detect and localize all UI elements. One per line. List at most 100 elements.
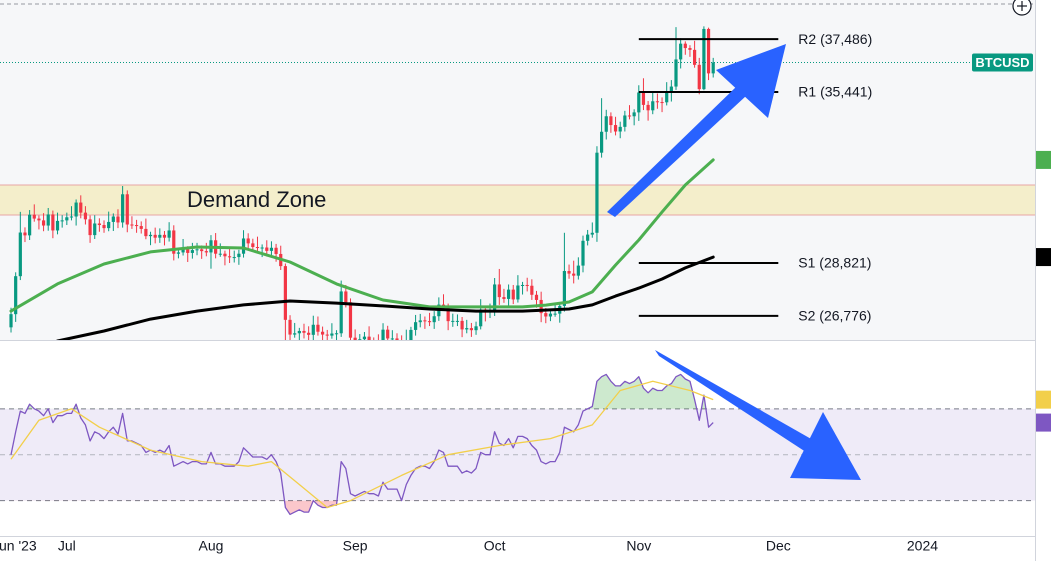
candle-body <box>613 125 618 132</box>
candle-body <box>32 214 36 219</box>
arrow-down-shaft <box>655 350 820 456</box>
candle-body <box>386 329 390 339</box>
price-tag <box>1036 150 1051 169</box>
candle-body <box>223 253 227 257</box>
candle-body <box>553 313 557 315</box>
candle-body <box>218 253 222 255</box>
candle-body <box>595 152 599 233</box>
candle-body <box>544 313 548 317</box>
candle-body <box>134 225 139 227</box>
candle-body <box>316 324 320 332</box>
arrow-up-shaft <box>607 86 746 217</box>
candle-body <box>465 328 469 330</box>
candle-body <box>139 226 143 229</box>
candle-body <box>330 333 334 336</box>
x-tick-label: Dec <box>766 538 791 554</box>
candle-body <box>506 289 511 299</box>
candle-body <box>246 238 250 244</box>
candle-body <box>269 247 274 251</box>
level-label: R2 (37,486) <box>798 31 872 47</box>
candle-body <box>111 216 115 222</box>
moving-average <box>9 158 715 313</box>
candle-body <box>274 247 278 254</box>
candle-body <box>325 334 329 336</box>
candle-body <box>581 240 585 266</box>
candle-body <box>320 331 325 335</box>
candle-body <box>469 328 473 331</box>
candle-body <box>609 116 613 126</box>
level-label: R1 (35,441) <box>798 84 872 100</box>
candle-body <box>283 266 287 320</box>
candle-body <box>130 224 134 226</box>
candle-body <box>460 320 464 330</box>
candle-body <box>176 252 181 254</box>
candle-body <box>702 28 706 90</box>
candle-body <box>567 271 571 274</box>
candle-body <box>167 230 171 238</box>
price-axis <box>1035 0 1051 537</box>
candle-body <box>455 320 460 322</box>
candle-body <box>520 284 525 286</box>
candle-body <box>55 220 60 231</box>
candle-body <box>158 234 162 238</box>
candle-body <box>348 302 353 338</box>
candle-body <box>23 232 27 236</box>
candle-body <box>497 284 501 298</box>
candle-body <box>358 339 362 340</box>
candle-body <box>144 228 148 237</box>
candle-body <box>572 273 576 276</box>
candle-body <box>41 220 46 226</box>
candle-body <box>74 202 78 217</box>
candle-body <box>181 249 185 253</box>
candle-body <box>311 324 315 335</box>
x-tick-label: Aug <box>199 538 224 554</box>
candle-body <box>679 43 683 60</box>
candle-body <box>14 276 18 315</box>
candle-body <box>255 246 260 249</box>
zone <box>0 184 1035 215</box>
arrow-up-head <box>716 44 786 118</box>
candle-body <box>339 291 343 334</box>
moving-average <box>56 255 715 340</box>
candle-body <box>623 115 627 127</box>
candle-body <box>511 289 515 300</box>
candle-body <box>195 249 199 251</box>
candle-body <box>9 314 13 328</box>
x-tick-label: Oct <box>484 538 506 554</box>
candle-body <box>251 243 255 247</box>
candle-body <box>162 234 167 238</box>
candle-body <box>102 225 106 229</box>
symbol-tag <box>972 53 1033 72</box>
candle-body <box>83 212 88 220</box>
candle-body <box>632 112 636 117</box>
candle-body <box>237 253 241 258</box>
time-axis <box>0 537 1051 561</box>
candle-body <box>474 326 478 331</box>
candle-body <box>590 232 594 235</box>
candle-body <box>711 62 715 74</box>
candle-body <box>604 116 608 132</box>
candle-body <box>367 336 371 340</box>
rsi-tag <box>1036 413 1051 432</box>
candle-body <box>186 249 190 253</box>
candle-body <box>395 338 399 340</box>
candle-body <box>293 333 297 335</box>
candle-body <box>688 48 692 50</box>
candle-body <box>669 86 673 93</box>
candle-body <box>307 332 311 335</box>
candle-body <box>353 337 357 340</box>
candle-body <box>641 92 646 105</box>
candle-body <box>204 251 208 253</box>
candle-body <box>576 265 580 276</box>
candle-body <box>60 220 64 222</box>
candle-body <box>637 92 641 113</box>
x-tick-label: Jun '23 <box>0 538 37 554</box>
candle-body <box>93 223 97 236</box>
rsi-line <box>10 373 714 516</box>
candle-body <box>413 322 418 330</box>
candle-body <box>697 64 701 90</box>
candle-body <box>451 320 455 322</box>
candle-body <box>381 329 385 340</box>
candle-body <box>344 291 348 303</box>
